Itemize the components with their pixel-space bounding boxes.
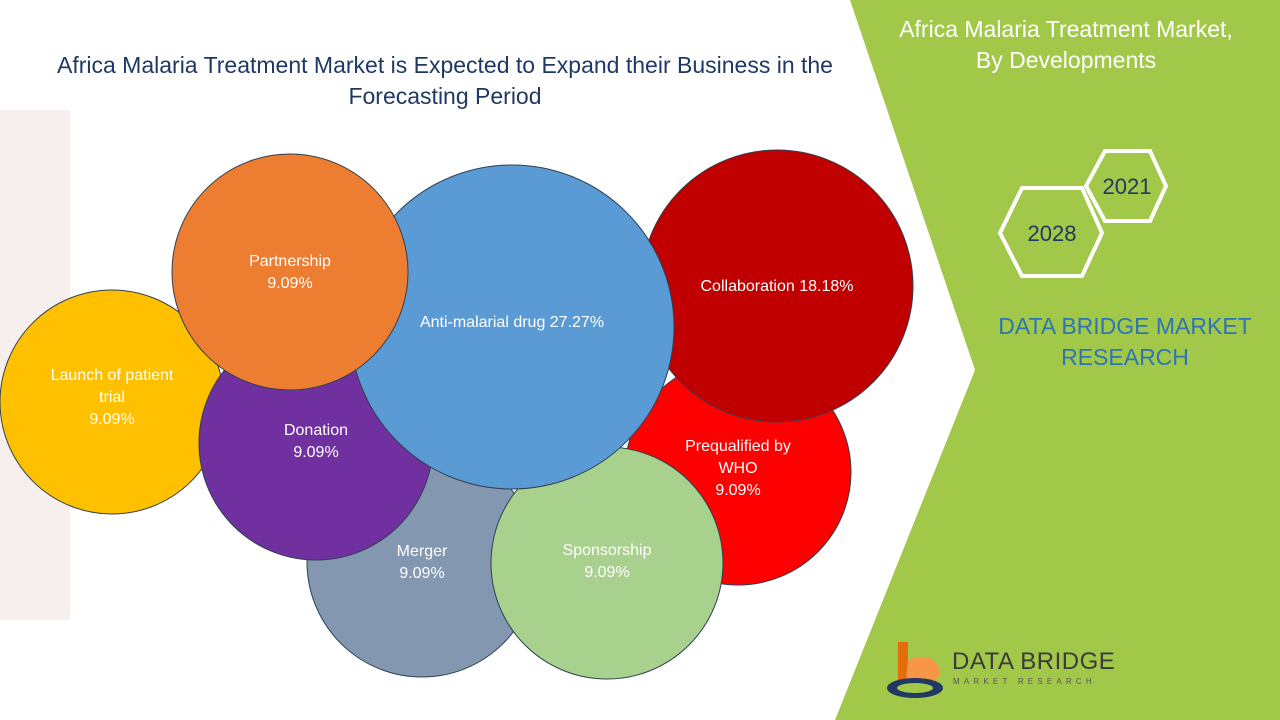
- logo-tagline: MARKET RESEARCH: [953, 677, 1096, 686]
- bubble-label-prequalified: Prequalified by WHO 9.09%: [685, 438, 791, 499]
- hexagon-2021-icon: [1083, 149, 1169, 223]
- bubble-label-collaboration: Collaboration 18.18%: [701, 278, 854, 295]
- bubble-label-donation: Donation 9.09%: [284, 422, 348, 461]
- brand-line1: DATA BRIDGE MARKET: [998, 313, 1252, 339]
- side-panel: [835, 0, 1280, 720]
- bubble-label-partnership: Partnership 9.09%: [249, 253, 331, 292]
- bubble-partnership: [171, 153, 409, 391]
- side-title-line2: By Developments: [975, 47, 1157, 73]
- year-start-label: 2021: [1102, 174, 1152, 199]
- brand-name: DATA BRIDGE MARKET RESEARCH: [985, 311, 1265, 373]
- bubble-label-launch: Launch of patient trial 9.09%: [51, 367, 174, 428]
- bubble-label-sponsorship: Sponsorship 9.09%: [563, 542, 652, 581]
- brand-line2: RESEARCH: [1061, 344, 1189, 370]
- bubble-label-merger: Merger 9.09%: [397, 543, 448, 582]
- side-title-line1: Africa Malaria Treatment Market,: [899, 16, 1233, 42]
- side-panel-title: Africa Malaria Treatment Market, By Deve…: [872, 14, 1260, 76]
- chart-title: Africa Malaria Treatment Market is Expec…: [57, 52, 833, 109]
- bubble-label-antimalarial: Anti-malarial drug 27.27%: [420, 314, 604, 331]
- year-end-label: 2028: [1027, 221, 1077, 246]
- logo-name: DATA BRIDGE: [952, 648, 1116, 675]
- hexagon-2028-icon: [997, 186, 1105, 278]
- data-bridge-logo-icon: [887, 642, 943, 698]
